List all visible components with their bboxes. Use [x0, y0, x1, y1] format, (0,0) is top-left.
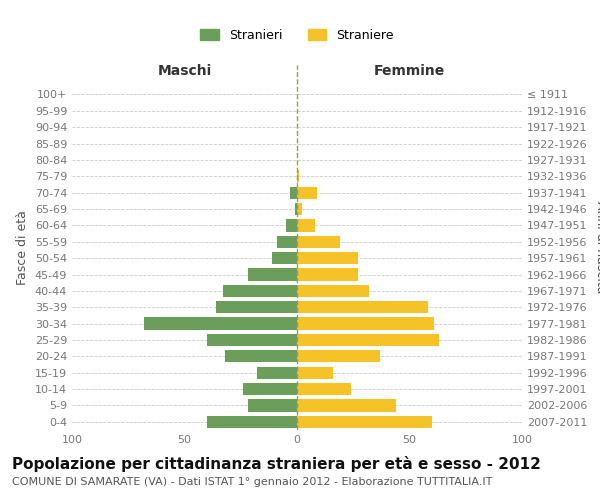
Text: COMUNE DI SAMARATE (VA) - Dati ISTAT 1° gennaio 2012 - Elaborazione TUTTITALIA.I: COMUNE DI SAMARATE (VA) - Dati ISTAT 1° … [12, 477, 493, 487]
Bar [295, 203, 297, 215]
Bar [216, 301, 297, 314]
Bar [243, 383, 297, 395]
Bar [297, 236, 340, 248]
Bar [207, 416, 297, 428]
Legend: Stranieri, Straniere: Stranieri, Straniere [195, 24, 399, 47]
Bar [272, 252, 297, 264]
Bar [144, 318, 297, 330]
Text: Femmine: Femmine [374, 64, 445, 78]
Bar [297, 252, 358, 264]
Y-axis label: Anni di nascita: Anni di nascita [594, 201, 600, 294]
Text: Maschi: Maschi [157, 64, 212, 78]
Bar [277, 236, 297, 248]
Bar [290, 186, 297, 199]
Bar [257, 366, 297, 379]
Bar [286, 220, 297, 232]
Bar [297, 318, 434, 330]
Bar [297, 400, 396, 411]
Bar [297, 284, 369, 297]
Bar [297, 268, 358, 280]
Bar [297, 186, 317, 199]
Bar [297, 366, 333, 379]
Bar [297, 416, 432, 428]
Bar [223, 284, 297, 297]
Y-axis label: Fasce di età: Fasce di età [16, 210, 29, 285]
Bar [297, 203, 302, 215]
Bar [297, 170, 299, 182]
Bar [297, 383, 351, 395]
Bar [297, 350, 380, 362]
Bar [297, 220, 315, 232]
Bar [248, 400, 297, 411]
Bar [248, 268, 297, 280]
Bar [297, 301, 427, 314]
Text: Popolazione per cittadinanza straniera per età e sesso - 2012: Popolazione per cittadinanza straniera p… [12, 456, 541, 472]
Bar [207, 334, 297, 346]
Bar [297, 334, 439, 346]
Bar [225, 350, 297, 362]
